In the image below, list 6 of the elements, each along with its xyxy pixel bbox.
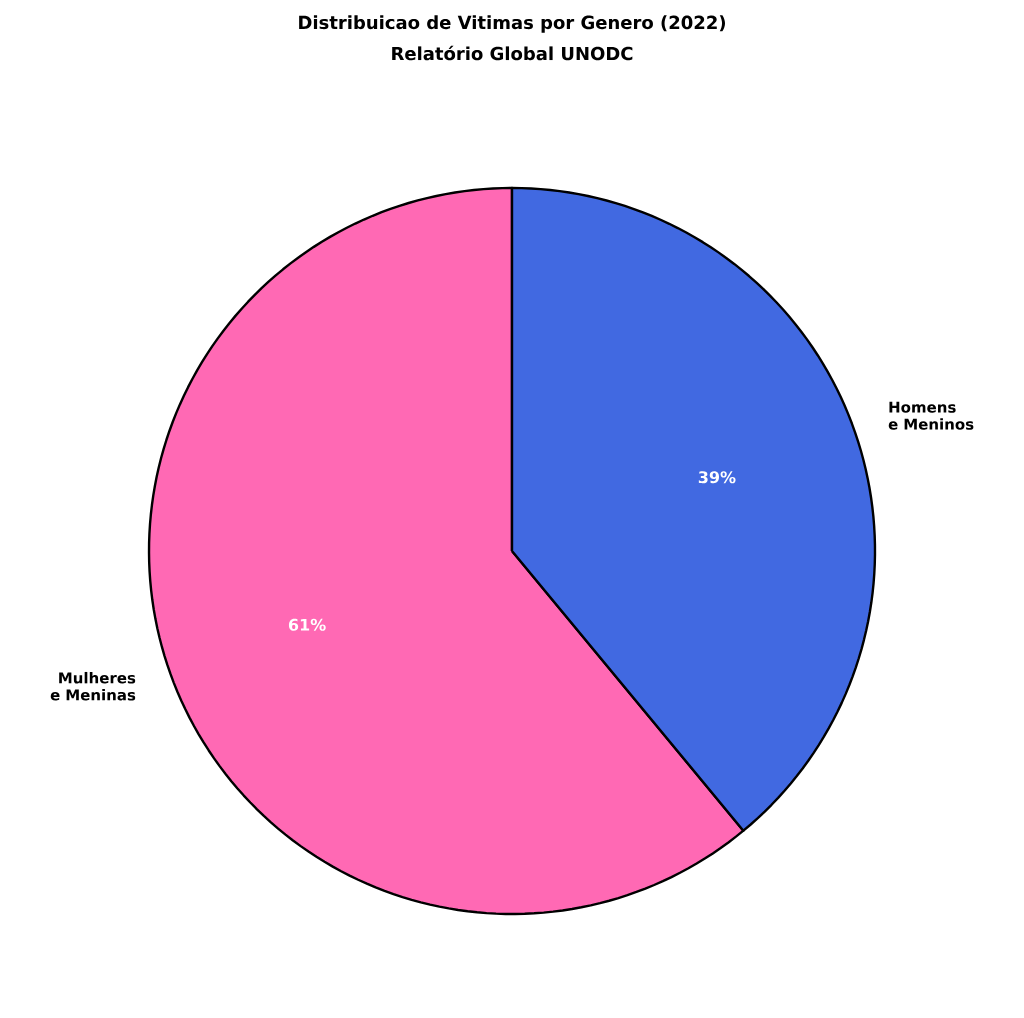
chart-title: Distribuicao de Vitimas por Genero (2022) xyxy=(299,15,726,33)
slice-label: Mulheres e Meninas xyxy=(50,671,136,701)
data-label: 61% xyxy=(288,618,326,631)
data-label: 39% xyxy=(698,471,736,484)
chart-subtitle: Relatório Global UNODC xyxy=(392,45,633,61)
slice-label: Homens e Meninos xyxy=(888,401,974,430)
